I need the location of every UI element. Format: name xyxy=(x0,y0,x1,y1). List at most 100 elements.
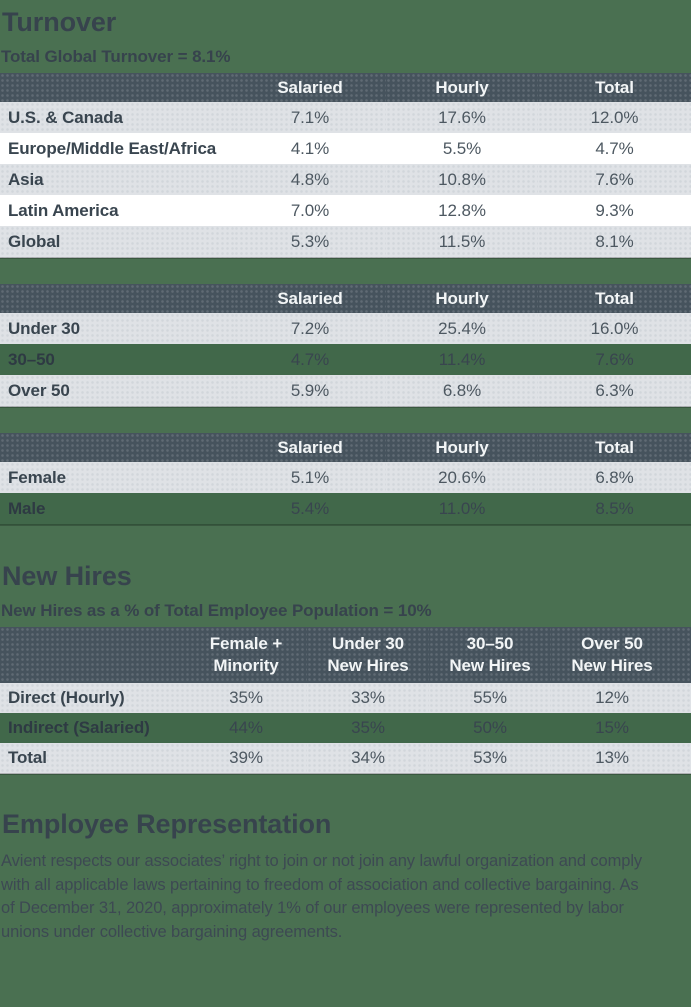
column-header: Total xyxy=(538,73,691,102)
column-header: Salaried xyxy=(234,284,386,313)
new-hires-section: New Hires New Hires as a % of Total Empl… xyxy=(0,554,691,775)
cell-value: 7.2% xyxy=(234,313,386,344)
table-row: U.S. & Canada 7.1% 17.6% 12.0% xyxy=(0,102,691,133)
cell-value: 16.0% xyxy=(538,313,691,344)
table-row: Total 39% 34% 53% 13% xyxy=(0,743,691,774)
column-header-empty xyxy=(0,627,185,683)
new-hires-table: Female + Minority Under 30 New Hires 30–50… xyxy=(0,627,691,775)
cell-value: 53% xyxy=(429,743,551,774)
row-label: 30–50 xyxy=(0,344,234,375)
table-row: Male 5.4% 11.0% 8.5% xyxy=(0,493,691,525)
new-hires-subtitle: New Hires as a % of Total Employee Popul… xyxy=(1,601,432,620)
row-label: Total xyxy=(0,743,185,774)
column-header: 30–50 New Hires xyxy=(429,627,551,683)
table-row: Direct (Hourly) 35% 33% 55% 12% xyxy=(0,683,691,713)
new-hires-table-container: Female + Minority Under 30 New Hires 30–50… xyxy=(0,627,691,775)
table-row: Europe/Middle East/Africa 4.1% 5.5% 4.7% xyxy=(0,133,691,164)
cell-value: 8.1% xyxy=(538,226,691,258)
row-label: Europe/Middle East/Africa xyxy=(0,133,234,164)
table-row: Over 50 5.9% 6.8% 6.3% xyxy=(0,375,691,407)
column-header: Hourly xyxy=(386,433,538,462)
cell-value: 6.8% xyxy=(538,462,691,493)
cell-value: 11.5% xyxy=(386,226,538,258)
cell-value: 5.4% xyxy=(234,493,386,525)
row-label: U.S. & Canada xyxy=(0,102,234,133)
table-header-row: Salaried Hourly Total xyxy=(0,73,691,102)
cell-value: 6.3% xyxy=(538,375,691,407)
column-header: Total xyxy=(538,284,691,313)
cell-value: 17.6% xyxy=(386,102,538,133)
cell-value: 34% xyxy=(307,743,429,774)
cell-value: 7.0% xyxy=(234,195,386,226)
turnover-subtitle: Total Global Turnover = 8.1% xyxy=(1,47,231,66)
cell-value: 11.4% xyxy=(386,344,538,375)
cell-value: 13% xyxy=(551,743,691,774)
cell-value: 5.3% xyxy=(234,226,386,258)
cell-value: 4.1% xyxy=(234,133,386,164)
turnover-by-age-table: Salaried Hourly Total Under 30 7.2% 25.4% 16.0… xyxy=(0,284,691,408)
column-header: Hourly xyxy=(386,284,538,313)
cell-value: 50% xyxy=(429,713,551,743)
row-label: Latin America xyxy=(0,195,234,226)
column-header: Salaried xyxy=(234,73,386,102)
cell-value: 12.0% xyxy=(538,102,691,133)
table-row: Global 5.3% 11.5% 8.1% xyxy=(0,226,691,258)
cell-value: 7.6% xyxy=(538,344,691,375)
column-header-empty xyxy=(0,73,234,102)
table-row: Latin America 7.0% 12.8% 9.3% xyxy=(0,195,691,226)
row-label: Female xyxy=(0,462,234,493)
employee-representation-body: Avient respects our associates’ right to… xyxy=(1,852,643,941)
turnover-tables: Salaried Hourly Total U.S. & Canada 7.1% 17.6… xyxy=(0,73,691,526)
cell-value: 35% xyxy=(185,683,307,713)
row-label: Asia xyxy=(0,164,234,195)
cell-value: 12% xyxy=(551,683,691,713)
cell-value: 4.7% xyxy=(538,133,691,164)
cell-value: 7.1% xyxy=(234,102,386,133)
table-row: Asia 4.8% 10.8% 7.6% xyxy=(0,164,691,195)
cell-value: 10.8% xyxy=(386,164,538,195)
cell-value: 9.3% xyxy=(538,195,691,226)
cell-value: 6.8% xyxy=(386,375,538,407)
cell-value: 4.8% xyxy=(234,164,386,195)
column-header: Female + Minority xyxy=(185,627,307,683)
cell-value: 35% xyxy=(307,713,429,743)
cell-value: 11.0% xyxy=(386,493,538,525)
column-header: Hourly xyxy=(386,73,538,102)
turnover-by-gender-table: Salaried Hourly Total Female 5.1% 20.6% 6.8% Ma… xyxy=(0,433,691,526)
table-header-row: Salaried Hourly Total xyxy=(0,284,691,313)
turnover-by-region-table: Salaried Hourly Total U.S. & Canada 7.1% 17.6… xyxy=(0,73,691,259)
table-header-row: Female + Minority Under 30 New Hires 30–50… xyxy=(0,627,691,683)
row-label: Global xyxy=(0,226,234,258)
cell-value: 5.9% xyxy=(234,375,386,407)
column-header: Over 50 New Hires xyxy=(551,627,691,683)
cell-value: 25.4% xyxy=(386,313,538,344)
column-header-empty xyxy=(0,433,234,462)
turnover-title: Turnover xyxy=(2,7,117,37)
cell-value: 5.1% xyxy=(234,462,386,493)
cell-value: 44% xyxy=(185,713,307,743)
cell-value: 8.5% xyxy=(538,493,691,525)
row-label: Male xyxy=(0,493,234,525)
row-label: Under 30 xyxy=(0,313,234,344)
table-row: Female 5.1% 20.6% 6.8% xyxy=(0,462,691,493)
row-label: Direct (Hourly) xyxy=(0,683,185,713)
cell-value: 4.7% xyxy=(234,344,386,375)
table-row: 30–50 4.7% 11.4% 7.6% xyxy=(0,344,691,375)
turnover-section: Turnover Total Global Turnover = 8.1% Sa… xyxy=(0,7,691,526)
cell-value: 7.6% xyxy=(538,164,691,195)
table-row: Under 30 7.2% 25.4% 16.0% xyxy=(0,313,691,344)
row-label: Indirect (Salaried) xyxy=(0,713,185,743)
employee-representation-section: Employee Representation Avient respects … xyxy=(0,802,691,944)
table-header-row: Salaried Hourly Total xyxy=(0,433,691,462)
cell-value: 20.6% xyxy=(386,462,538,493)
cell-value: 12.8% xyxy=(386,195,538,226)
cell-value: 5.5% xyxy=(386,133,538,164)
cell-value: 33% xyxy=(307,683,429,713)
column-header: Salaried xyxy=(234,433,386,462)
cell-value: 15% xyxy=(551,713,691,743)
table-row: Indirect (Salaried) 44% 35% 50% 15% xyxy=(0,713,691,743)
new-hires-title: New Hires xyxy=(2,561,132,591)
row-label: Over 50 xyxy=(0,375,234,407)
column-header: Under 30 New Hires xyxy=(307,627,429,683)
